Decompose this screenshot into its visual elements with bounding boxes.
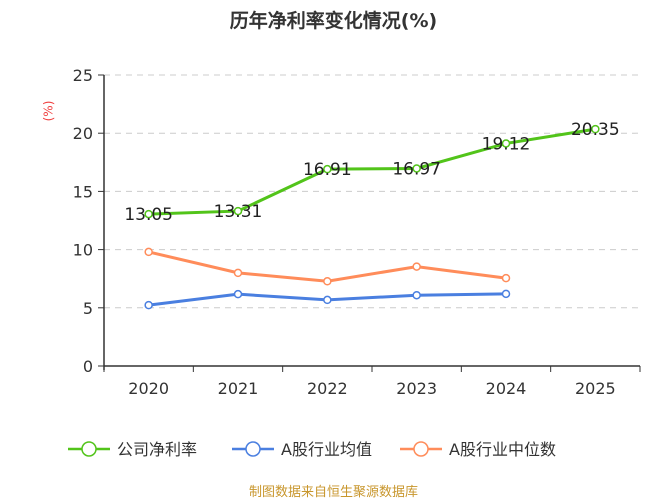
legend-marker	[81, 441, 97, 457]
y-tick-label: 25	[73, 66, 93, 85]
x-tick-label: 2023	[396, 379, 437, 398]
data-point	[412, 290, 421, 300]
data-point	[323, 295, 332, 305]
data-label: 13.05	[124, 205, 173, 225]
data-point	[233, 268, 243, 278]
y-tick-label: 10	[73, 241, 93, 260]
data-point	[144, 247, 153, 257]
data-label: 20.35	[571, 120, 620, 140]
legend-label: A股行业中位数	[449, 440, 556, 459]
data-point	[233, 206, 243, 216]
y-tick-label: 20	[73, 124, 93, 143]
legend-label: A股行业均值	[281, 440, 372, 459]
data-point	[144, 300, 153, 310]
data-point	[501, 289, 511, 299]
x-tick-label: 2025	[575, 379, 616, 398]
data-point	[323, 277, 332, 286]
series-line-0	[148, 127, 596, 216]
data-point	[501, 273, 511, 283]
data-point	[144, 209, 153, 219]
legend-label: 公司净利率	[117, 440, 197, 459]
y-tick-label: 0	[83, 357, 93, 376]
x-tick-label: 2020	[128, 379, 169, 398]
data-point	[501, 139, 511, 148]
data-point	[323, 164, 332, 174]
x-tick-label: 2021	[218, 379, 259, 398]
legend-marker	[413, 441, 429, 457]
data-point	[233, 289, 243, 299]
data-point	[412, 262, 421, 271]
data-label: 16.97	[392, 159, 441, 179]
series-line-2	[148, 250, 507, 283]
data-label: 13.31	[214, 202, 263, 222]
data-source-footer: 制图数据来自恒生聚源数据库	[248, 485, 418, 500]
data-point	[412, 164, 421, 173]
data-label: 19.12	[482, 134, 531, 154]
y-tick-label: 5	[83, 299, 93, 318]
data-label: 16.91	[303, 160, 352, 180]
x-tick-label: 2024	[486, 379, 527, 398]
legend-marker	[245, 441, 261, 457]
x-tick-label: 2022	[307, 379, 348, 398]
data-point	[591, 124, 600, 134]
chart-title: 历年净利率变化情况(%)	[229, 10, 438, 32]
y-tick-label: 15	[73, 182, 93, 201]
